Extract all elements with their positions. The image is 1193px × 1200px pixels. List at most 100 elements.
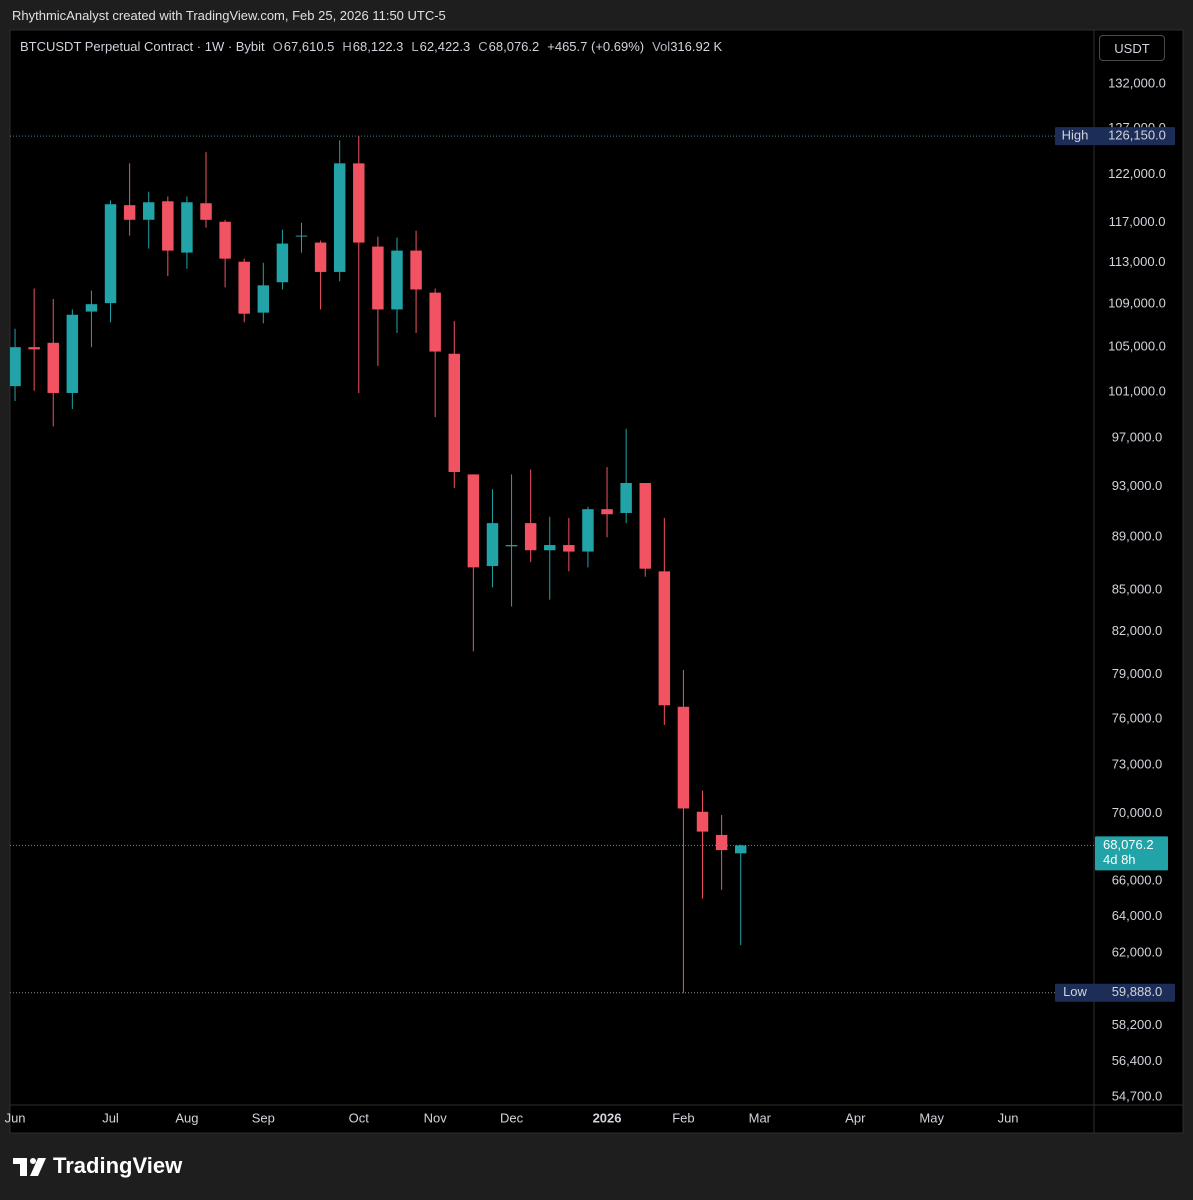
candle-body (391, 250, 403, 310)
ohlc-number: 62,422.3 (419, 39, 471, 54)
attribution: RhythmicAnalyst created with TradingView… (12, 8, 446, 23)
candle-body (715, 834, 728, 851)
ohlc-label: H (342, 39, 352, 54)
y-tick-label: 82,000.0 (1112, 623, 1163, 638)
symbol-legend: BTCUSDT Perpetual Contract · 1W · Bybit … (20, 39, 722, 54)
y-tick-label: 89,000.0 (1112, 529, 1163, 544)
candle-body (181, 202, 193, 253)
candle-body (601, 509, 613, 515)
volume: Vol316.92 K (652, 39, 722, 54)
brand-logo (13, 1158, 46, 1176)
last-price-label: 68,076.2 (1103, 837, 1154, 852)
x-tick-label: Jun (998, 1110, 1019, 1125)
candle-body (696, 811, 709, 832)
x-tick-label: Feb (672, 1110, 694, 1125)
candle-body (295, 235, 308, 237)
y-tick-label: 117,000.0 (1109, 214, 1166, 229)
ohlc-label: O (272, 39, 283, 54)
candle-body (66, 314, 79, 393)
candle-body (47, 342, 59, 393)
y-tick-label: 122,000.0 (1108, 166, 1166, 181)
y-tick-label: 97,000.0 (1112, 430, 1163, 445)
ohlc-label: C (478, 39, 488, 54)
y-tick-label: 66,000.0 (1112, 872, 1163, 887)
candle-body (104, 204, 117, 304)
volume-label: Vol (652, 39, 671, 54)
candle-body (620, 483, 632, 513)
y-tick-label: 101,000.0 (1108, 383, 1166, 398)
y-tick-label: 62,000.0 (1112, 944, 1163, 959)
x-tick-label: Jul (102, 1110, 119, 1125)
candle-body (639, 483, 651, 569)
y-tick-label: 73,000.0 (1112, 757, 1163, 772)
candle-body (10, 347, 21, 387)
ohlc-value: C68,076.2 (478, 39, 539, 54)
candle-body (467, 474, 480, 568)
x-tick-label: Dec (500, 1110, 524, 1125)
x-tick-label: May (919, 1110, 944, 1125)
ohlc-number: 68,122.3 (352, 39, 404, 54)
ohlc-value: H68,122.3 (342, 39, 403, 54)
candle-body (28, 347, 40, 350)
price-change: +465.7 (+0.69%) (547, 39, 645, 54)
candle-body (314, 242, 327, 272)
bar-countdown: 4d 8h (1103, 852, 1136, 867)
y-tick-label: 113,000.0 (1109, 254, 1166, 269)
last-price-box (1095, 836, 1168, 871)
candle-body (582, 509, 594, 552)
y-tick-label: 58,200.0 (1112, 1017, 1163, 1032)
y-tick-label: 54,700.0 (1112, 1088, 1163, 1103)
y-tick-label: 105,000.0 (1108, 339, 1166, 354)
x-tick-label: Jun (5, 1110, 26, 1125)
y-tick-label: 76,000.0 (1112, 710, 1163, 725)
y-tick-label: 132,000.0 (1108, 75, 1166, 90)
candle-body (276, 243, 289, 283)
candle-body (333, 163, 346, 272)
y-tick-label: 64,000.0 (1112, 908, 1163, 923)
candle-body (429, 292, 441, 352)
ohlc-number: 68,076.2 (488, 39, 540, 54)
candle-body (372, 246, 384, 310)
candle-body (353, 163, 365, 243)
plot-area (10, 135, 1094, 994)
y-tick-label: 79,000.0 (1112, 666, 1163, 681)
candle-body (257, 285, 270, 313)
candle-body (200, 203, 212, 220)
reference-value: 59,888.0 (1112, 984, 1163, 999)
candle-body (486, 523, 499, 567)
axes: 132,000.0127,000.0122,000.0117,000.0113,… (5, 75, 1175, 1125)
x-tick-label: Oct (349, 1110, 370, 1125)
candle-body (658, 571, 671, 706)
volume-number: 316.92 K (670, 39, 723, 54)
y-tick-label: 85,000.0 (1112, 582, 1163, 597)
x-tick-label: Nov (424, 1110, 448, 1125)
candle-body (505, 545, 518, 547)
candle-body (544, 545, 556, 551)
reference-label-box (1055, 983, 1175, 1002)
y-tick-label: 109,000.0 (1108, 296, 1166, 311)
x-tick-label: Aug (175, 1110, 198, 1125)
candle-body (677, 706, 690, 809)
y-tick-label: 56,400.0 (1112, 1053, 1163, 1068)
ohlc-label: L (411, 39, 419, 54)
candle-body (563, 545, 575, 552)
candle-body (162, 201, 174, 251)
ohlc-number: 67,610.5 (283, 39, 335, 54)
candle-body (123, 205, 136, 220)
candle-body (219, 221, 231, 259)
candle-body (524, 523, 537, 551)
x-tick-label: 2026 (593, 1110, 622, 1125)
candle-body (85, 304, 98, 312)
ohlc-value: O67,610.5 (273, 39, 335, 54)
candle-body (734, 845, 747, 854)
x-tick-label: Mar (749, 1110, 772, 1125)
candle-body (410, 250, 422, 290)
reference-name: Low (1063, 984, 1087, 999)
x-tick-label: Sep (252, 1110, 275, 1125)
x-tick-label: Apr (845, 1110, 866, 1125)
symbol-title: BTCUSDT Perpetual Contract · 1W · Bybit (20, 39, 265, 54)
brand-name: TradingView (53, 1153, 183, 1178)
currency-button[interactable]: USDT (1099, 35, 1165, 61)
y-tick-label: 70,000.0 (1112, 805, 1163, 820)
